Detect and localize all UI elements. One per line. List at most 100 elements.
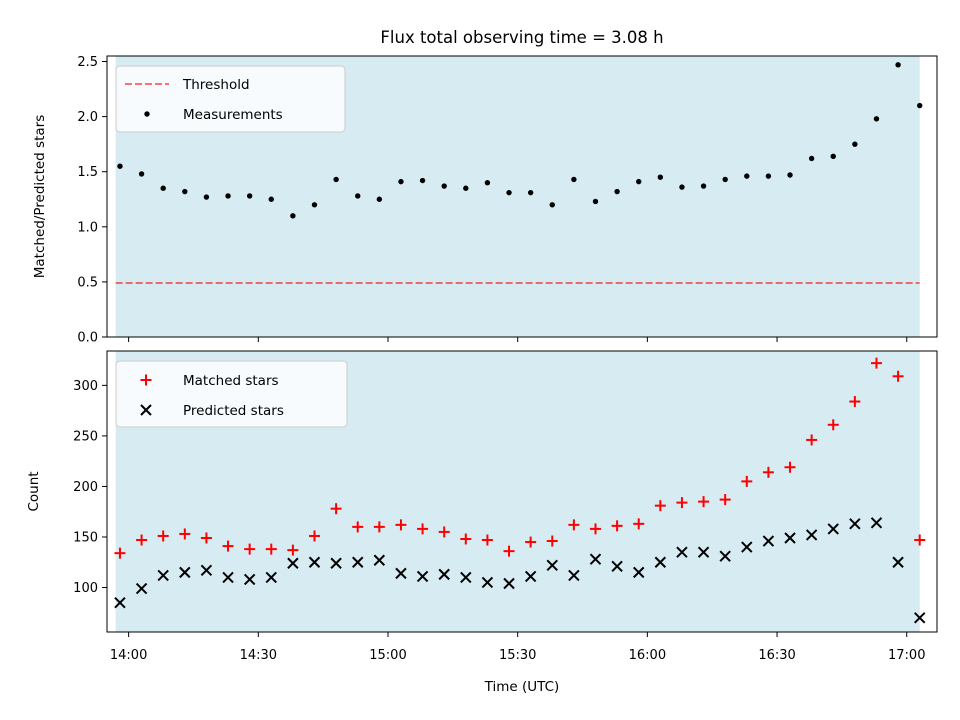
measurement-point (355, 193, 361, 199)
y-tick-label: 200 (73, 480, 98, 495)
predicted-point (827, 523, 839, 535)
measurement-point (657, 174, 664, 180)
matched-point (568, 519, 580, 531)
count-y-ticks: 100 150 200 250 300 (73, 379, 107, 596)
matched-point (654, 500, 666, 512)
measurement-point (527, 189, 534, 196)
y-tick-label: 250 (73, 429, 98, 444)
measurement-point (333, 176, 339, 183)
predicted-point (589, 553, 602, 565)
measurement-point (614, 188, 620, 195)
predicted-point (352, 556, 364, 568)
measurement-point (506, 189, 512, 196)
predicted-point (784, 532, 796, 544)
ratio-legend-box (115, 65, 346, 133)
measurement-point (765, 173, 772, 179)
matched-point (611, 520, 623, 532)
predicted-point (222, 571, 234, 584)
predicted-point (200, 564, 213, 577)
matched-point (395, 519, 407, 531)
matched-point (806, 434, 818, 446)
predicted-point (870, 517, 883, 529)
matched-point (438, 526, 450, 538)
predicted-point (287, 557, 299, 569)
matched-point (265, 543, 277, 555)
y-tick-label: 2.0 (77, 110, 98, 125)
legend-predicted-swatch (140, 404, 152, 416)
matched-point (827, 419, 839, 431)
x-tick-label: 16:00 (629, 648, 666, 663)
legend-measurements-swatch (144, 111, 150, 117)
predicted-point (438, 568, 450, 581)
measurement-point (744, 173, 750, 179)
y-tick-label: 0.0 (77, 331, 98, 346)
legend-predicted-label: Predicted stars (183, 403, 284, 419)
matched-point (870, 357, 882, 369)
measurement-point (852, 141, 858, 147)
predicted-point (805, 529, 818, 541)
matched-point (179, 528, 191, 540)
x-tick-label: 17:00 (888, 648, 925, 663)
predicted-point (114, 596, 126, 609)
legend-matched-swatch (140, 374, 152, 386)
measurement-point (722, 176, 728, 183)
predicted-point (503, 577, 515, 590)
matched-point (222, 540, 234, 552)
predicted-point (849, 518, 861, 530)
measurement-point (917, 102, 923, 109)
legend-predicted-marker (140, 404, 152, 416)
matched-point (762, 466, 774, 478)
legend-matched-marker (140, 374, 152, 386)
matched-point (417, 523, 429, 535)
matched-point (633, 518, 645, 530)
predicted-point (330, 557, 342, 569)
measurement-point (398, 178, 404, 185)
measurement-point (873, 116, 880, 122)
measurement-point (376, 196, 383, 202)
x-tick-label: 14:00 (110, 648, 147, 663)
predicted-point (762, 535, 775, 547)
x-tick-label: 15:00 (369, 648, 406, 663)
matched-point (136, 534, 148, 546)
matched-point (525, 536, 537, 548)
matched-point (849, 396, 861, 408)
y-tick-label: 300 (73, 379, 98, 394)
time-x-ticks: 14:00 14:30 15:00 15:30 16:00 16:30 17:00 (110, 632, 925, 663)
predicted-point (179, 566, 191, 579)
measurement-point (463, 185, 469, 191)
count-axes-frame (106, 350, 938, 633)
measurement-point (484, 180, 491, 186)
y-tick-label: 1.0 (77, 220, 98, 235)
predicted-point (416, 570, 429, 583)
count-y-axis-label: Count (26, 471, 42, 511)
y-tick-label: 150 (73, 530, 98, 545)
measurement-point (290, 213, 296, 219)
measurement-point (225, 193, 231, 199)
measurement-point (203, 194, 210, 200)
measurement-point (636, 178, 642, 185)
measurement-point (268, 196, 274, 202)
measurement-point (441, 183, 447, 189)
ratio-axes-frame (106, 55, 938, 338)
matched-point (914, 534, 926, 546)
matched-point (114, 547, 126, 559)
matched-point (481, 534, 493, 546)
predicted-point (676, 546, 688, 558)
x-tick-label: 15:30 (499, 648, 536, 663)
y-tick-label: 2.5 (77, 55, 98, 70)
measurement-point (830, 153, 836, 159)
legend-threshold-label: Threshold (182, 77, 250, 93)
matched-point (460, 533, 472, 545)
matched-point (200, 532, 212, 544)
measurement-point (182, 188, 188, 195)
measurement-point (808, 155, 815, 162)
y-tick-label: 1.5 (77, 165, 98, 180)
predicted-point (135, 582, 148, 595)
x-tick-label: 14:30 (240, 648, 277, 663)
matched-point (373, 521, 385, 533)
measurement-point (117, 163, 123, 169)
matched-point (244, 543, 256, 555)
predicted-point (568, 569, 580, 582)
predicted-point (460, 571, 472, 584)
ratio-y-axis-label: Matched/Predicted stars (32, 115, 48, 278)
